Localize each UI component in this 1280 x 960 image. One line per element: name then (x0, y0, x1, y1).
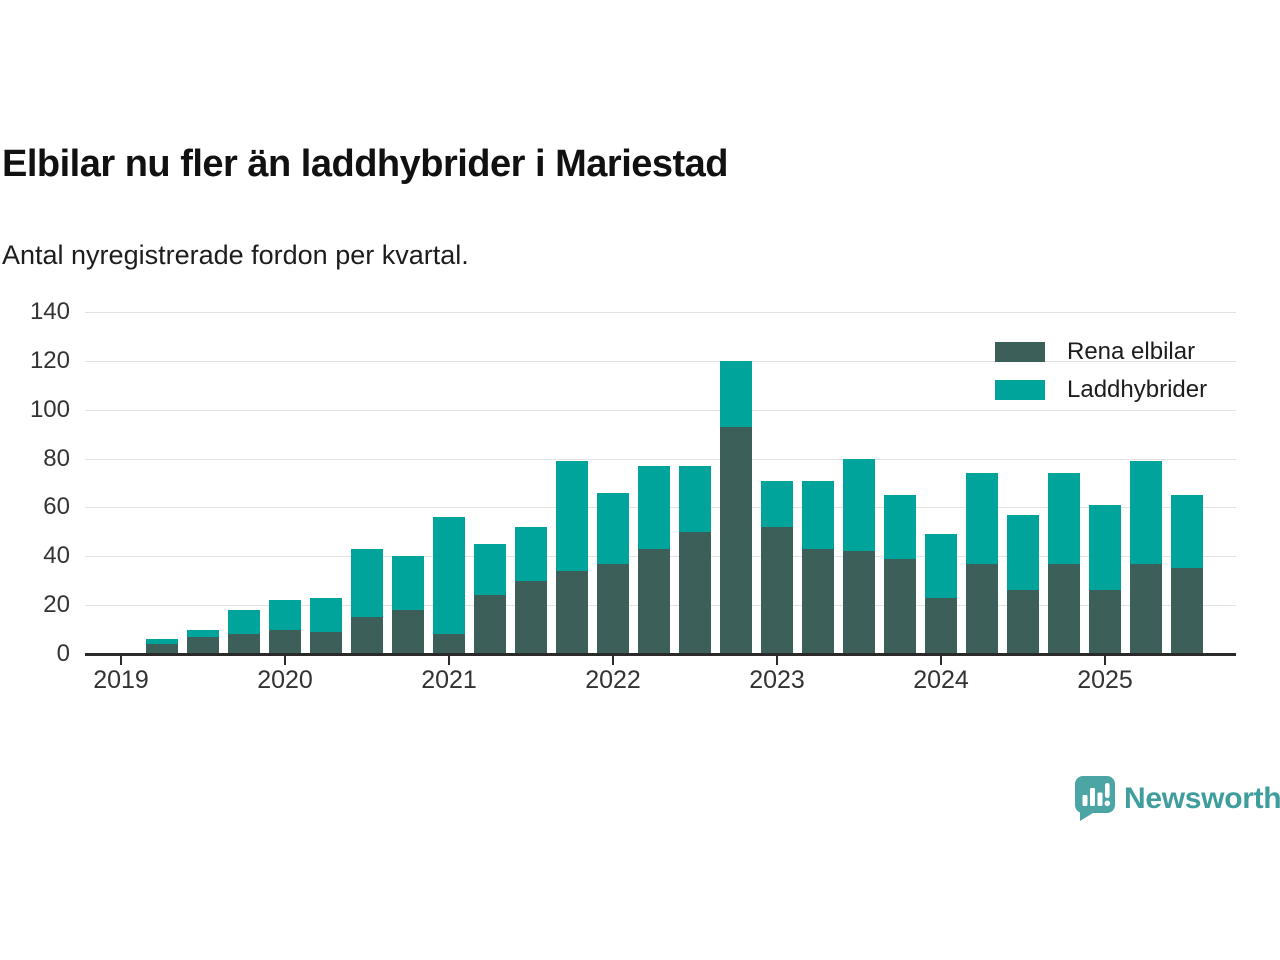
bar-2024-Q3-rena-elbilar (1007, 590, 1039, 654)
x-axis-label-2019: 2019 (93, 666, 149, 694)
newsworthy-logo-icon (1074, 776, 1115, 821)
bar-2022-Q2-laddhybrider (638, 466, 670, 549)
x-axis-tick-2022 (612, 656, 614, 665)
bar-2021-Q3-rena-elbilar (515, 581, 547, 654)
legend-label-rena-elbilar: Rena elbilar (1067, 338, 1196, 365)
newsworthy-logo: Newsworthy (1072, 775, 1280, 822)
y-axis-label-100: 100 (29, 395, 70, 423)
y-axis-label-140: 140 (29, 297, 70, 325)
bar-2019-Q2-laddhybrider (146, 639, 178, 644)
legend-item-laddhybrider: Laddhybrider (995, 376, 1207, 404)
bar-2025-Q3-rena-elbilar (1171, 568, 1203, 654)
bar-2022-Q1-rena-elbilar (597, 564, 629, 654)
bar-2021-Q2-laddhybrider (474, 544, 506, 595)
bar-2020-Q3-laddhybrider (351, 549, 383, 617)
bar-2019-Q2-rena-elbilar (146, 644, 178, 654)
legend: Rena elbilar Laddhybrider (995, 338, 1207, 414)
y-axis-label-40: 40 (43, 542, 70, 570)
y-axis-label-60: 60 (43, 493, 70, 521)
bar-2020-Q3-rena-elbilar (351, 617, 383, 654)
logo-exclamation-dot (1104, 800, 1111, 807)
bar-2020-Q4-laddhybrider (392, 556, 424, 610)
bar-2023-Q3-laddhybrider (843, 459, 875, 551)
bar-2024-Q3-laddhybrider (1007, 515, 1039, 590)
legend-item-rena-elbilar: Rena elbilar (995, 338, 1207, 366)
x-axis-tick-2019 (120, 656, 122, 665)
bar-2025-Q1-laddhybrider (1089, 505, 1121, 590)
bar-2023-Q2-laddhybrider (802, 481, 834, 549)
bar-2019-Q4-laddhybrider (228, 610, 260, 634)
bar-2019-Q3-laddhybrider (187, 630, 219, 637)
bar-2022-Q4-rena-elbilar (720, 427, 752, 654)
bar-2024-Q4-laddhybrider (1048, 473, 1080, 564)
bar-2023-Q3-rena-elbilar (843, 551, 875, 654)
logo-bar-2 (1090, 788, 1095, 806)
bar-2020-Q1-laddhybrider (269, 600, 301, 630)
x-axis-tick-2025 (1104, 656, 1106, 665)
bar-2024-Q1-rena-elbilar (925, 598, 957, 654)
bar-2022-Q3-laddhybrider (679, 466, 711, 532)
y-axis-label-120: 120 (29, 346, 70, 374)
gridline-y-120 (85, 361, 1236, 362)
bar-2020-Q1-rena-elbilar (269, 630, 301, 654)
bar-2025-Q2-rena-elbilar (1130, 564, 1162, 654)
bar-2023-Q1-laddhybrider (761, 481, 793, 527)
bar-2024-Q2-rena-elbilar (966, 564, 998, 654)
bar-2025-Q2-laddhybrider (1130, 461, 1162, 564)
bar-2021-Q1-laddhybrider (433, 517, 465, 634)
bar-2021-Q4-laddhybrider (556, 461, 588, 571)
gridline-y-80 (85, 459, 1236, 460)
bar-2020-Q2-rena-elbilar (310, 632, 342, 654)
chart-title: Elbilar nu fler än laddhybrider i Maries… (2, 143, 729, 185)
gridline-y-140 (85, 312, 1236, 313)
bar-2024-Q1-laddhybrider (925, 534, 957, 598)
bar-2021-Q1-rena-elbilar (433, 634, 465, 654)
logo-exclamation-stem (1105, 783, 1110, 798)
legend-swatch-rena-elbilar (995, 342, 1045, 362)
x-axis-tick-2020 (284, 656, 286, 665)
bar-2025-Q3-laddhybrider (1171, 495, 1203, 568)
bar-2020-Q4-rena-elbilar (392, 610, 424, 654)
bar-2024-Q4-rena-elbilar (1048, 564, 1080, 654)
x-axis-tick-2021 (448, 656, 450, 665)
x-axis-label-2021: 2021 (421, 666, 477, 694)
logo-bar-3 (1097, 792, 1103, 806)
logo-bar-1 (1082, 795, 1088, 806)
x-axis-line (85, 653, 1236, 656)
bar-2021-Q2-rena-elbilar (474, 595, 506, 654)
bar-2023-Q4-rena-elbilar (884, 559, 916, 654)
x-axis-label-2020: 2020 (257, 666, 313, 694)
bar-2022-Q4-laddhybrider (720, 361, 752, 427)
bar-2019-Q3-rena-elbilar (187, 637, 219, 654)
gridline-y-100 (85, 410, 1236, 411)
bar-2019-Q4-rena-elbilar (228, 634, 260, 654)
x-axis-label-2024: 2024 (913, 666, 969, 694)
bar-2023-Q1-rena-elbilar (761, 527, 793, 654)
bar-2022-Q1-laddhybrider (597, 493, 629, 564)
bar-2022-Q3-rena-elbilar (679, 532, 711, 654)
legend-swatch-laddhybrider (995, 380, 1045, 400)
y-axis-label-80: 80 (43, 444, 70, 472)
bar-2025-Q1-rena-elbilar (1089, 590, 1121, 654)
chart-subtitle: Antal nyregistrerade fordon per kvartal. (2, 240, 469, 270)
bar-2020-Q2-laddhybrider (310, 598, 342, 632)
legend-label-laddhybrider: Laddhybrider (1067, 376, 1208, 403)
y-axis-label-0: 0 (56, 640, 70, 667)
bar-2021-Q3-laddhybrider (515, 527, 547, 581)
x-axis-label-2022: 2022 (585, 666, 641, 694)
bar-2022-Q2-rena-elbilar (638, 549, 670, 654)
bar-2023-Q4-laddhybrider (884, 495, 916, 559)
x-axis-label-2025: 2025 (1077, 666, 1133, 694)
bar-2023-Q2-rena-elbilar (802, 549, 834, 654)
y-axis-label-20: 20 (43, 591, 70, 619)
newsworthy-wordmark: Newsworthy (1124, 781, 1280, 815)
bar-2024-Q2-laddhybrider (966, 473, 998, 564)
x-axis-tick-2023 (776, 656, 778, 665)
x-axis-label-2023: 2023 (749, 666, 805, 694)
bar-2021-Q4-rena-elbilar (556, 571, 588, 654)
x-axis-tick-2024 (940, 656, 942, 665)
